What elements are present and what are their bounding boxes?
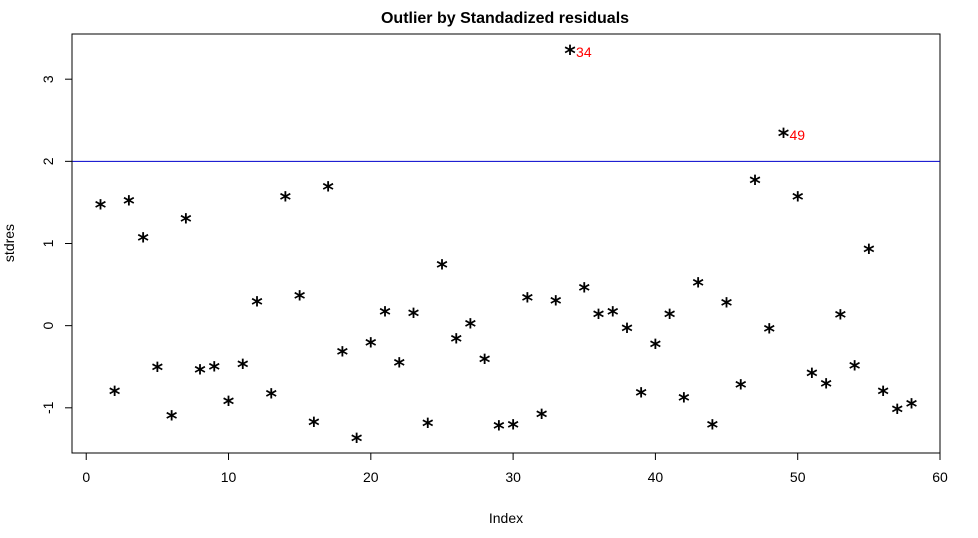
x-tick-label: 10: [221, 469, 237, 485]
y-axis: -1 0 1 2 3: [40, 75, 73, 414]
data-point: *: [337, 344, 349, 369]
data-point: *: [792, 188, 804, 213]
data-point: *: [322, 178, 334, 203]
data-point: *: [664, 306, 676, 331]
data-point: *: [180, 210, 192, 235]
data-point: *: [635, 385, 647, 410]
data-point: *: [465, 316, 477, 341]
data-point: *: [892, 401, 904, 426]
data-point: *: [707, 417, 719, 442]
data-point: *: [479, 351, 491, 376]
outlier-label: 34: [576, 44, 592, 60]
data-point: *: [692, 275, 704, 300]
data-point: *: [835, 307, 847, 332]
data-point: *: [493, 418, 505, 443]
data-point: *: [280, 188, 292, 213]
data-point: *: [906, 395, 918, 420]
x-tick-label: 40: [648, 469, 664, 485]
points-layer: ******** ********************* ******* ****…: [95, 42, 918, 455]
data-point: *: [422, 415, 434, 440]
x-tick-label: 50: [790, 469, 806, 485]
data-point: *: [877, 383, 889, 408]
data-point: *: [194, 362, 206, 387]
data-point: *: [251, 293, 263, 318]
data-point: *: [294, 288, 306, 313]
data-point: *: [564, 42, 576, 67]
data-point: *: [778, 125, 790, 150]
y-tick-label: -1: [40, 401, 56, 414]
chart-title: Outlier by Standadized residuals: [381, 10, 629, 27]
y-tick-label: 0: [40, 322, 56, 330]
data-point: *: [379, 303, 391, 328]
data-point: *: [579, 280, 591, 305]
data-point: *: [536, 406, 548, 431]
data-point: *: [123, 192, 135, 217]
data-point: *: [749, 172, 761, 197]
data-point: *: [223, 393, 235, 418]
data-point: *: [820, 376, 832, 401]
data-point: *: [109, 383, 121, 408]
data-point: *: [721, 294, 733, 319]
y-tick-label: 3: [40, 75, 56, 83]
data-point: *: [450, 330, 462, 355]
data-point: *: [166, 408, 178, 433]
data-point: *: [621, 320, 633, 345]
data-point: *: [152, 359, 164, 384]
data-point: *: [394, 354, 406, 379]
annotations-layer: 34 49: [576, 44, 805, 143]
data-point: *: [265, 385, 277, 410]
data-point: *: [607, 303, 619, 328]
data-point: *: [863, 241, 875, 266]
x-tick-label: 0: [82, 469, 90, 485]
data-point: *: [436, 257, 448, 282]
data-point: *: [308, 414, 320, 439]
x-axis: 0 10 20 30 40 50 60: [82, 452, 948, 485]
x-tick-label: 20: [363, 469, 379, 485]
data-point: *: [849, 358, 861, 383]
data-point: *: [593, 306, 605, 331]
data-point: *: [507, 417, 519, 442]
data-point: *: [806, 365, 818, 390]
x-axis-title: Index: [489, 510, 523, 526]
data-point: *: [209, 358, 221, 383]
data-point: *: [237, 356, 249, 381]
data-point: *: [365, 335, 377, 360]
data-point: *: [650, 336, 662, 361]
x-tick-label: 30: [505, 469, 521, 485]
data-point: *: [678, 390, 690, 415]
plot-frame: [71, 33, 941, 454]
y-tick-label: 2: [40, 157, 56, 165]
data-point: *: [522, 289, 534, 314]
data-point: *: [735, 376, 747, 401]
data-point: *: [137, 229, 149, 254]
data-point: *: [763, 321, 775, 346]
y-axis-title: stdres: [1, 224, 17, 262]
y-tick-label: 1: [40, 239, 56, 247]
data-point: *: [95, 197, 107, 222]
data-point: *: [408, 305, 420, 330]
outlier-label: 49: [789, 127, 805, 143]
data-point: *: [550, 293, 562, 318]
data-point: *: [351, 430, 363, 455]
x-tick-label: 60: [932, 469, 948, 485]
